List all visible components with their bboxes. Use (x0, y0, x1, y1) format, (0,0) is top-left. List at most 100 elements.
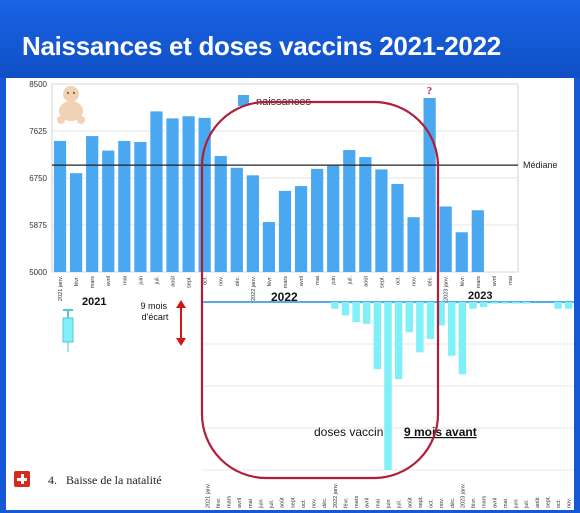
doses-x-tick-label: mai (503, 499, 509, 508)
births-x-tick-label: oct. (203, 276, 209, 285)
doses-x-tick-label: juil. (524, 499, 530, 509)
births-x-tick-label: déc. (428, 276, 434, 287)
births-bar (53, 140, 67, 272)
births-x-tick-label: 2021 janv. (58, 276, 64, 301)
births-x-tick-label: sept. (187, 276, 193, 288)
doses-bar (405, 302, 413, 333)
doses-x-tick-label: 2022 janv. (333, 483, 339, 508)
doses-x-tick-label: août (535, 497, 541, 508)
doses-x-ticks: 2021 janv. févr. mars avril mai juin juil. août… (205, 483, 572, 509)
births-y-tick-label: 6750 (29, 174, 47, 183)
doses-x-tick-label: juin (258, 499, 264, 509)
births-bar (86, 136, 99, 272)
births-bar (278, 190, 292, 272)
doses-x-tick-label: 2023 janv. (460, 483, 466, 508)
doses-x-tick-label: févr. (343, 497, 349, 508)
doses-bar (437, 302, 445, 326)
doses-legend-label: doses vaccin (314, 425, 383, 439)
births-bar (455, 232, 468, 272)
births-bar (198, 117, 211, 272)
births-bar (230, 167, 243, 272)
doses-x-tick-label: déc. (450, 497, 456, 508)
year-label-2021: 2021 (82, 296, 106, 308)
doses-bar (501, 302, 509, 304)
doses-x-tick-label: 2021 janv. (205, 483, 211, 508)
doses-x-tick-label: oct. (301, 499, 307, 508)
double-arrow-icon (176, 300, 186, 346)
births-x-tick-label: avril (106, 276, 112, 286)
doses-x-tick-label: déc. (322, 497, 328, 508)
births-bar (150, 111, 163, 272)
doses-x-tick-label: mai (375, 499, 381, 508)
doses-x-tick-label: mars (227, 496, 233, 508)
chart-canvas: 8500 7625 6750 5875 5000 2021 janv. févr. mars… (29, 80, 574, 509)
doses-chart: 2021 janv. févr. mars avril mai juin juil. août… (202, 301, 574, 509)
births-x-tick-label: mars (283, 276, 289, 288)
births-bar (102, 150, 115, 272)
doses-x-tick-label: nov. (439, 498, 445, 508)
doses-x-tick-label: avril (365, 498, 371, 508)
offset-label-line2: d'écart (142, 312, 169, 322)
births-y-tick-label: 7625 (29, 127, 47, 136)
births-x-tick-label: févr. (74, 276, 80, 287)
doses-bar (384, 302, 392, 470)
births-x-tick-label: nov. (219, 276, 225, 286)
births-bar (343, 150, 356, 272)
births-x-tick-label: mai (508, 276, 514, 285)
doses-bar (458, 302, 467, 375)
births-x-tick-label: juin (138, 276, 144, 286)
doses-x-tick-label: févr. (216, 497, 222, 508)
doses-x-tick-label: avril (492, 498, 498, 508)
doses-bar (331, 302, 339, 309)
doses-x-tick-label: oct. (556, 499, 562, 508)
doses-x-tick-label: nov. (312, 498, 318, 508)
chart-panel: 8500 7625 6750 5875 5000 2021 janv. févr. mars… (6, 78, 574, 510)
doses-bar (522, 302, 530, 304)
births-bar (375, 169, 388, 272)
births-x-tick-label: sept. (379, 276, 385, 288)
doses-bars (331, 302, 573, 470)
births-x-tick-label: oct. (395, 276, 401, 285)
doses-legend-emphasis: 9 mois avant (404, 425, 477, 439)
doses-x-tick-label: juin (514, 499, 520, 509)
doses-bar (363, 302, 371, 324)
births-x-tick-label: juin (331, 276, 337, 286)
births-x-tick-label: août (171, 276, 177, 287)
births-bar (182, 116, 195, 272)
births-x-tick-label: nov. (412, 276, 418, 286)
births-bar (166, 118, 179, 273)
births-x-tick-label: mai (315, 276, 321, 285)
doses-bar (426, 302, 435, 339)
doses-x-tick-label: avril (237, 498, 243, 508)
doses-bar (469, 302, 477, 309)
doses-bar (554, 302, 562, 309)
median-label: Médiane (523, 160, 558, 170)
baby-icon (57, 86, 85, 124)
doses-bar (341, 302, 350, 316)
offset-label: 9 mois d'écart (140, 301, 169, 322)
births-x-tick-label: déc. (235, 276, 241, 287)
doses-x-tick-label: sept. (545, 496, 551, 508)
births-bar (423, 97, 436, 272)
births-bar (439, 206, 452, 272)
doses-bar (511, 302, 520, 304)
doses-x-tick-label: sept. (290, 496, 296, 508)
highlight-ellipse (200, 100, 440, 480)
births-x-tick-label: mars (90, 276, 96, 288)
footer-text: Baisse de la natalité (66, 473, 162, 487)
doses-x-tick-label: juil. (397, 499, 403, 509)
year-label-2022: 2022 (271, 290, 298, 304)
doses-bar (373, 302, 382, 370)
births-y-tick-label: 8500 (29, 80, 47, 89)
births-x-tick-label: mars (476, 276, 482, 288)
footer-number: 4. (48, 473, 57, 487)
page-title: Naissances et doses vaccins 2021-2022 (22, 31, 501, 61)
doses-bar (448, 302, 456, 356)
doses-x-tick-label: mai (248, 499, 254, 508)
births-y-ticks: 8500 7625 6750 5875 5000 (29, 80, 47, 277)
doses-bar (490, 302, 499, 304)
births-y-tick-label: 5000 (29, 268, 47, 277)
births-x-tick-label: 2023 janv. (444, 276, 450, 301)
births-bar (262, 222, 276, 272)
births-bar (407, 217, 420, 272)
